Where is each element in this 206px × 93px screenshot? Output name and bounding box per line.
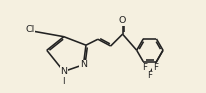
Text: I: I	[63, 77, 65, 86]
Text: N: N	[80, 60, 87, 69]
Text: F: F	[142, 63, 147, 72]
Text: N: N	[60, 67, 67, 76]
Text: F: F	[147, 71, 152, 80]
Text: Cl: Cl	[25, 25, 34, 34]
Text: O: O	[119, 16, 126, 25]
Text: F: F	[153, 63, 158, 72]
